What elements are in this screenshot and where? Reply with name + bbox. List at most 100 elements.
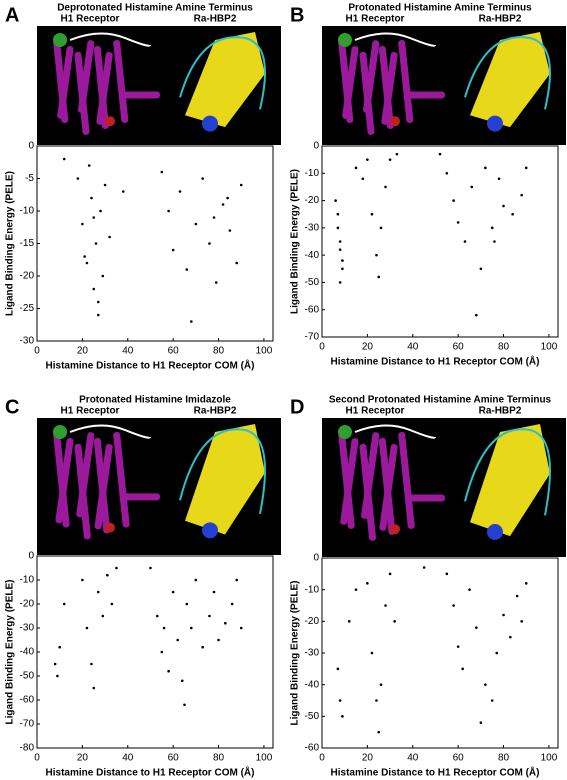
x-tick-label: 0 — [319, 342, 325, 353]
y-tick-label: -30 — [20, 336, 35, 347]
beta-sheet — [470, 32, 550, 128]
point — [336, 667, 340, 671]
y-tick-label: -40 — [305, 679, 320, 690]
x-tick-label: 40 — [122, 346, 134, 357]
plot-frame — [36, 555, 274, 749]
y-tick-label: -20 — [305, 195, 320, 206]
point — [167, 209, 170, 213]
beta-sheet — [185, 424, 265, 535]
point — [438, 152, 442, 156]
y-tick-label: -20 — [20, 599, 35, 610]
point — [445, 572, 449, 576]
y-tick-label: 0 — [313, 553, 319, 564]
x-tick-label: 60 — [453, 342, 465, 353]
y-tick-label: -60 — [305, 304, 320, 315]
ligand-cloud — [105, 522, 115, 533]
helix — [381, 52, 398, 125]
image-label: Ra-HBP2 — [194, 14, 237, 25]
x-axis-label: Histamine Distance to H1 Receptor COM (Å… — [331, 766, 540, 779]
loop — [464, 428, 551, 516]
point — [336, 212, 340, 216]
x-tick-label: 20 — [362, 342, 374, 353]
point — [160, 170, 164, 174]
y-tick-label: -15 — [20, 238, 35, 249]
point — [178, 190, 182, 193]
panel-title: Deprotonated Histamine Amine Terminus — [57, 3, 253, 14]
point — [194, 222, 198, 226]
point — [171, 590, 175, 594]
point — [336, 226, 340, 230]
point — [101, 274, 105, 278]
y-tick-label: -30 — [20, 623, 35, 634]
x-tick-label: 80 — [498, 342, 510, 353]
point — [85, 626, 89, 630]
panel: A Deprotonated Histamine Amine TerminusH1… — [5, 3, 281, 372]
point — [490, 699, 494, 702]
point — [511, 212, 514, 216]
point — [366, 158, 369, 161]
point — [110, 602, 114, 606]
point — [183, 703, 186, 707]
point — [160, 650, 164, 654]
y-tick-label: -50 — [305, 277, 320, 288]
point — [479, 721, 483, 724]
y-tick-label: -10 — [20, 206, 35, 217]
y-tick-label: -60 — [305, 743, 320, 754]
x-tick-label: 60 — [168, 753, 180, 764]
panel-title: Protonated Histamine Imidazole — [79, 395, 231, 406]
point — [445, 171, 449, 175]
ligand-cloud — [390, 116, 400, 127]
point — [176, 638, 179, 642]
point — [108, 235, 111, 239]
point — [461, 667, 464, 671]
y-axis-label: Ligand Binding Energy (PELE) — [290, 169, 301, 314]
point — [92, 216, 96, 219]
point — [509, 635, 512, 639]
y-tick-label: -50 — [305, 711, 320, 722]
point — [149, 566, 152, 570]
point — [375, 699, 378, 702]
point — [452, 199, 455, 202]
ligand-cloud — [53, 33, 67, 47]
point — [370, 212, 374, 216]
point — [354, 166, 358, 170]
helix — [113, 431, 130, 528]
ligand-cloud — [338, 425, 352, 439]
panel: D Second Protonated Histamine Amine Termi… — [290, 395, 566, 779]
point — [484, 166, 487, 170]
point — [493, 240, 496, 243]
y-axis-label: Ligand Binding Energy (PELE) — [5, 171, 16, 316]
point — [171, 248, 175, 252]
point — [235, 578, 238, 582]
y-axis-label: Ligand Binding Energy (PELE) — [290, 581, 301, 726]
panel-letter: A — [5, 4, 19, 26]
point — [377, 275, 381, 279]
point — [85, 261, 89, 265]
point — [99, 209, 102, 213]
point — [334, 199, 337, 202]
panel-title: Second Protonated Histamine Amine Termin… — [329, 395, 552, 406]
helix — [76, 432, 95, 518]
x-tick-label: 0 — [319, 753, 325, 764]
point — [341, 259, 344, 262]
helix — [379, 444, 398, 531]
y-tick-label: -40 — [305, 250, 320, 261]
point — [90, 662, 93, 666]
point — [475, 626, 478, 629]
helix — [57, 46, 74, 119]
point — [475, 313, 478, 317]
ligand-cloud — [53, 425, 67, 439]
point — [221, 203, 225, 206]
x-axis-label: Histamine Distance to H1 Receptor COM (Å… — [46, 766, 255, 779]
point — [121, 190, 125, 193]
helix — [96, 52, 113, 125]
point — [490, 226, 494, 230]
point — [81, 222, 84, 226]
point — [194, 578, 198, 582]
x-tick-label: 40 — [122, 753, 134, 764]
point — [375, 253, 378, 257]
point — [96, 313, 100, 317]
ligand-cloud — [487, 115, 503, 132]
